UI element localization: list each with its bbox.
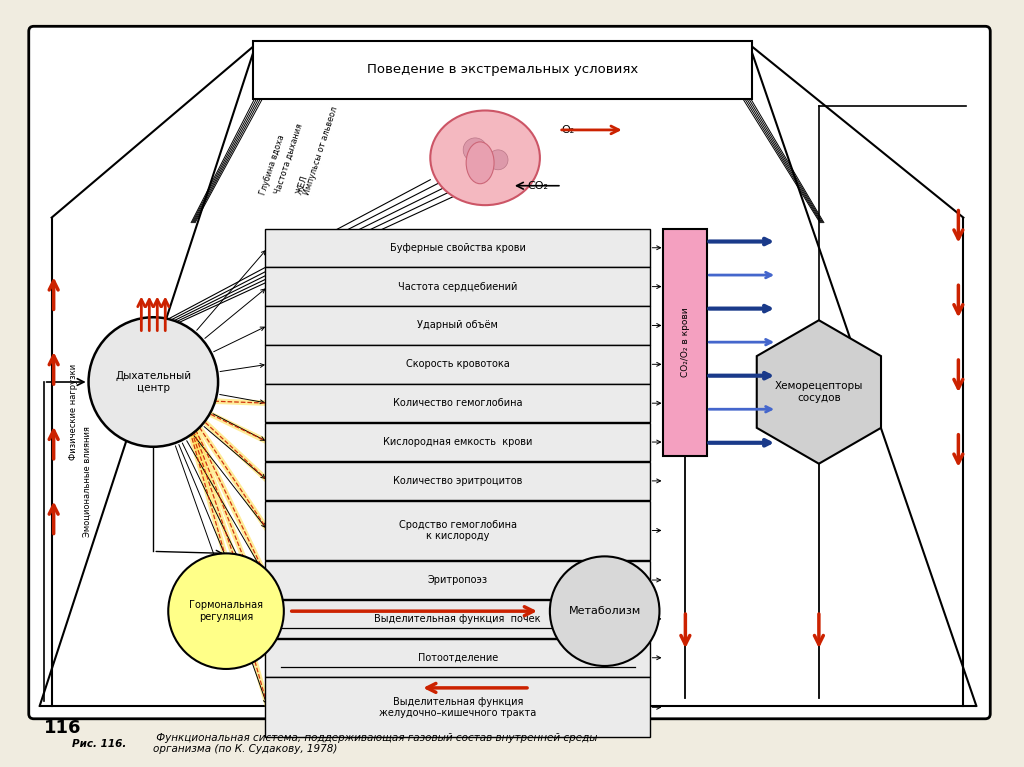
Circle shape xyxy=(473,164,492,182)
Ellipse shape xyxy=(430,110,540,205)
Text: Рис. 116.: Рис. 116. xyxy=(72,739,126,749)
Text: Импульсы от альвеол: Импульсы от альвеол xyxy=(302,105,339,196)
Text: Ударный объём: Ударный объём xyxy=(417,321,498,331)
Text: Потоотделение: Потоотделение xyxy=(418,653,498,663)
Circle shape xyxy=(463,138,487,162)
Text: Эритропоэз: Эритропоэз xyxy=(428,575,487,585)
FancyBboxPatch shape xyxy=(265,561,650,599)
Circle shape xyxy=(488,150,508,170)
Text: Сродство гемоглобина
к кислороду: Сродство гемоглобина к кислороду xyxy=(398,520,517,542)
Text: Кислородная емкость  крови: Кислородная емкость крови xyxy=(383,437,532,447)
Text: Частота дыхания: Частота дыхания xyxy=(273,123,304,196)
FancyBboxPatch shape xyxy=(265,501,650,561)
Text: Глубина вдоха: Глубина вдоха xyxy=(259,133,287,196)
Text: 116: 116 xyxy=(44,719,81,737)
Text: Выделительная функция  почек: Выделительная функция почек xyxy=(375,614,541,624)
Text: Эмоциональные влияния: Эмоциональные влияния xyxy=(83,426,92,537)
Text: ЖЕЛ: ЖЕЛ xyxy=(296,174,310,196)
FancyBboxPatch shape xyxy=(664,229,708,456)
Ellipse shape xyxy=(466,142,494,184)
FancyBboxPatch shape xyxy=(265,345,650,384)
Text: Физические нагрузки: Физические нагрузки xyxy=(69,364,78,460)
Circle shape xyxy=(88,318,218,446)
FancyBboxPatch shape xyxy=(253,41,752,99)
Text: Метаболизм: Метаболизм xyxy=(568,606,641,616)
FancyBboxPatch shape xyxy=(265,639,650,677)
Text: Выделительная функция
желудочно–кишечного тракта: Выделительная функция желудочно–кишечног… xyxy=(379,696,537,718)
Text: O₂: O₂ xyxy=(562,125,575,135)
Text: Количество гемоглобина: Количество гемоглобина xyxy=(393,398,522,408)
Text: Хеморецепторы
сосудов: Хеморецепторы сосудов xyxy=(775,381,863,403)
Circle shape xyxy=(168,553,284,669)
Text: Поведение в экстремальных условиях: Поведение в экстремальных условиях xyxy=(368,63,639,76)
FancyBboxPatch shape xyxy=(265,462,650,500)
Circle shape xyxy=(550,556,659,666)
Text: Функциональная система, поддерживающая газовый состав внутренней среды
организма: Функциональная система, поддерживающая г… xyxy=(154,733,598,755)
Text: Гормональная
регуляция: Гормональная регуляция xyxy=(189,601,263,622)
FancyBboxPatch shape xyxy=(29,26,990,719)
FancyBboxPatch shape xyxy=(265,268,650,306)
FancyBboxPatch shape xyxy=(265,384,650,423)
FancyBboxPatch shape xyxy=(265,600,650,638)
Text: Буферные свойства крови: Буферные свойства крови xyxy=(390,242,525,253)
FancyBboxPatch shape xyxy=(265,423,650,461)
Text: CO₂/O₂ в крови: CO₂/O₂ в крови xyxy=(681,308,690,377)
FancyBboxPatch shape xyxy=(265,306,650,344)
Text: CO₂: CO₂ xyxy=(527,181,549,191)
Text: Скорость кровотока: Скорость кровотока xyxy=(406,359,510,370)
Text: Дыхательный
центр: Дыхательный центр xyxy=(116,371,191,393)
FancyBboxPatch shape xyxy=(265,677,650,737)
Text: Количество эритроцитов: Количество эритроцитов xyxy=(393,476,522,486)
FancyBboxPatch shape xyxy=(265,229,650,267)
Text: Частота сердцебиений: Частота сердцебиений xyxy=(398,281,517,291)
